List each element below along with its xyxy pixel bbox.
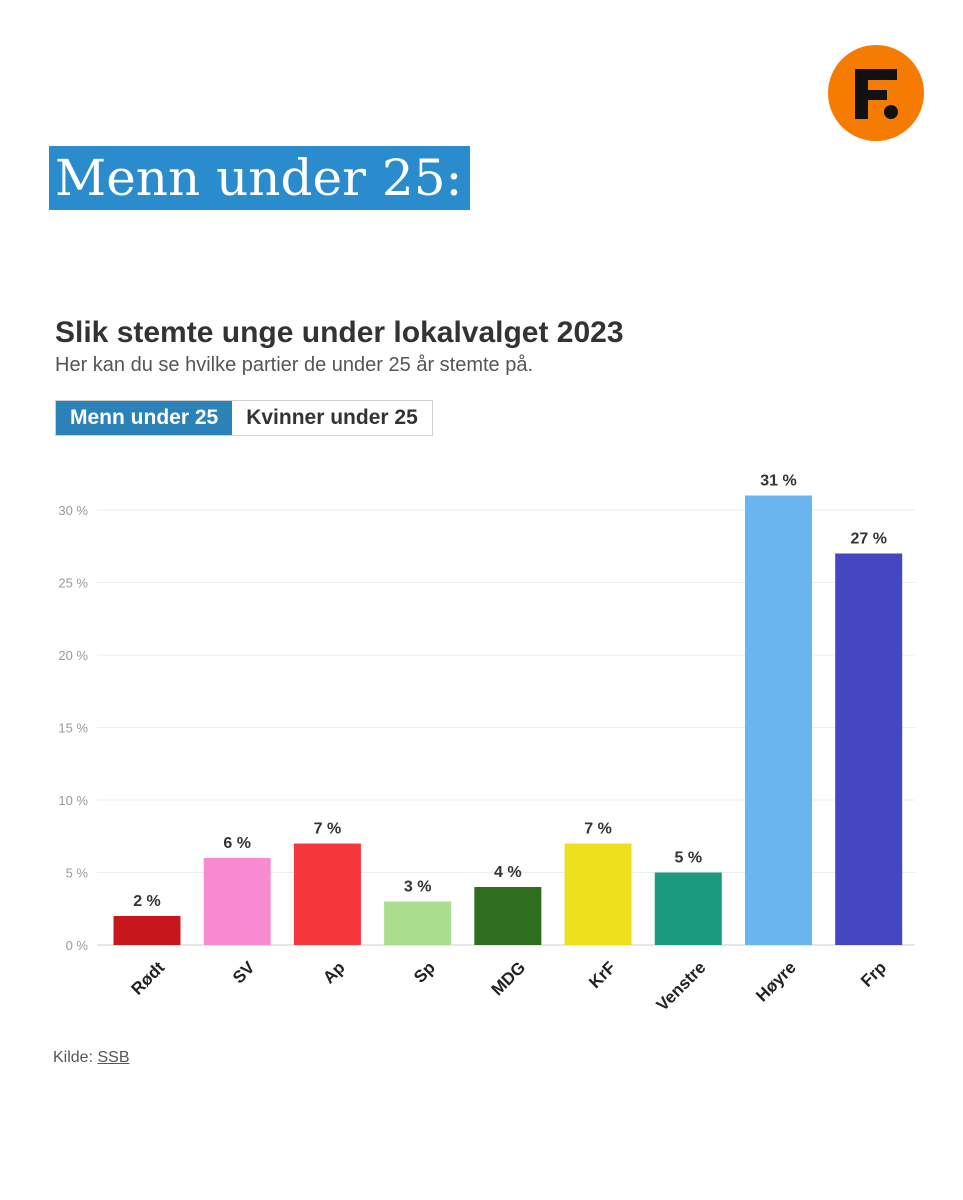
tab-switcher: Menn under 25 Kvinner under 25 bbox=[55, 400, 433, 436]
bar-sp bbox=[384, 901, 452, 945]
y-tick-label: 0 % bbox=[66, 938, 89, 953]
bar-rødt bbox=[113, 916, 181, 945]
y-tick-label: 5 % bbox=[66, 866, 89, 881]
brand-logo bbox=[828, 45, 924, 141]
y-tick-label: 15 % bbox=[58, 721, 88, 736]
y-tick-label: 10 % bbox=[58, 793, 88, 808]
x-tick-label: Frp bbox=[857, 958, 890, 991]
source-note: Kilde: SSB bbox=[53, 1049, 129, 1067]
bar-sv bbox=[203, 858, 271, 945]
bar-chart: 0 % 5 % 10 % 15 % 20 % 25 % 30 % 2 % Rødt 6 % SV 7 … bbox=[58, 473, 915, 1015]
data-label: 7 % bbox=[584, 821, 612, 838]
x-tick-label: Sp bbox=[410, 958, 439, 987]
y-tick-label: 30 % bbox=[58, 503, 88, 518]
bar-frp bbox=[835, 553, 903, 945]
tab-menn-under-25[interactable]: Menn under 25 bbox=[56, 401, 233, 435]
x-tick-label: Rødt bbox=[128, 958, 169, 999]
data-label: 6 % bbox=[223, 835, 251, 852]
data-label: 31 % bbox=[760, 473, 796, 490]
x-tick-label: KrF bbox=[585, 958, 619, 992]
chart-subtitle: Her kan du se hvilke partier de under 25… bbox=[55, 354, 534, 376]
data-label: 3 % bbox=[404, 879, 432, 896]
x-tick-label: MDG bbox=[488, 958, 529, 999]
y-tick-label: 25 % bbox=[58, 576, 88, 591]
data-label: 27 % bbox=[850, 531, 886, 548]
data-label: 4 % bbox=[494, 864, 522, 881]
bar-høyre bbox=[744, 495, 812, 945]
f-logo-icon bbox=[855, 69, 898, 119]
bar-krf bbox=[564, 843, 632, 945]
y-tick-label: 20 % bbox=[58, 648, 88, 663]
chart-title: Slik stemte unge under lokalvalget 2023 bbox=[55, 316, 624, 349]
source-prefix: Kilde: bbox=[53, 1049, 98, 1066]
bar-mdg bbox=[474, 887, 542, 945]
tab-kvinner-under-25[interactable]: Kvinner under 25 bbox=[232, 401, 432, 435]
data-label: 2 % bbox=[133, 893, 161, 910]
source-link[interactable]: SSB bbox=[97, 1049, 130, 1066]
data-label: 5 % bbox=[674, 850, 702, 867]
x-tick-label: SV bbox=[229, 957, 259, 987]
x-tick-label: Ap bbox=[319, 958, 348, 987]
bar-venstre bbox=[654, 872, 722, 945]
bar-ap bbox=[293, 843, 361, 945]
x-tick-label: Høyre bbox=[752, 958, 800, 1006]
headline: Menn under 25: bbox=[49, 146, 471, 210]
data-label: 7 % bbox=[314, 821, 342, 838]
x-tick-label: Venstre bbox=[653, 958, 710, 1015]
